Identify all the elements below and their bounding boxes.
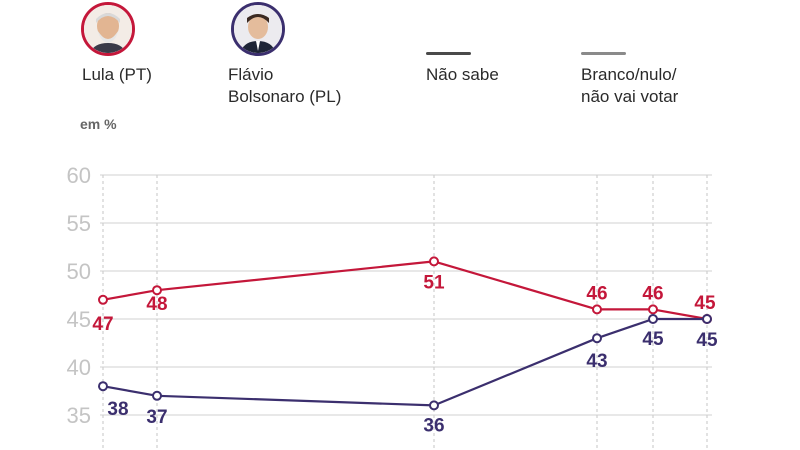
y-tick-label-60: 60 [67, 163, 91, 188]
y-tick-label-45: 45 [67, 307, 91, 332]
series-line-1 [102, 260, 708, 321]
series-2-point-5 [648, 314, 658, 324]
series-1-data-label-5: 46 [642, 283, 663, 304]
legend-flavio-label: Flávio Bolsonaro (PL) [228, 65, 342, 106]
legend: Lula (PT) Flávio Bolsonaro (PL) Não sabe… [0, 0, 800, 110]
series-2-data-label-5: 45 [642, 329, 664, 350]
y-tick-label-50: 50 [67, 259, 91, 284]
series-1-point-4 [592, 304, 602, 315]
legend-nao-sabe-line [426, 52, 471, 55]
series-1-point-2 [152, 285, 162, 296]
series-2-point-3 [429, 400, 439, 411]
series-1-point-5 [648, 304, 658, 315]
series-2-point-1 [98, 381, 108, 392]
series-2-data-label-4: 43 [586, 351, 607, 372]
series-2-data-label-1: 38 [107, 399, 128, 420]
y-tick-label-55: 55 [67, 211, 91, 236]
series-1-data-label-1: 47 [92, 314, 113, 335]
flavio-portrait-icon [231, 2, 285, 56]
legend-lula-label: Lula (PT) [82, 65, 152, 84]
y-tick-label-40: 40 [67, 355, 91, 380]
series-2-point-4 [592, 333, 602, 344]
series-1-point-3 [429, 256, 439, 267]
legend-branco-line [581, 52, 626, 55]
series-1-data-label-6: 45 [694, 293, 716, 314]
legend-nao-sabe-label: Não sabe [426, 65, 499, 84]
series-2-data-label-3: 36 [423, 415, 444, 436]
series-2-data-label-2: 37 [146, 407, 167, 428]
series-line-2 [102, 317, 707, 407]
y-tick-label-35: 35 [67, 403, 91, 428]
legend-branco-label: Branco/nulo/ não vai votar [581, 65, 679, 106]
series-2-point-6 [702, 314, 712, 324]
series-2-point-2 [152, 390, 162, 401]
lula-portrait-icon [81, 2, 135, 56]
series-1-point-1 [98, 294, 108, 305]
series-1-data-label-3: 51 [423, 272, 445, 293]
series-1-data-label-2: 48 [146, 294, 167, 315]
series-1-data-label-4: 46 [586, 283, 607, 304]
unit-label: em % [80, 116, 117, 132]
series-2-data-label-6: 45 [696, 330, 718, 351]
